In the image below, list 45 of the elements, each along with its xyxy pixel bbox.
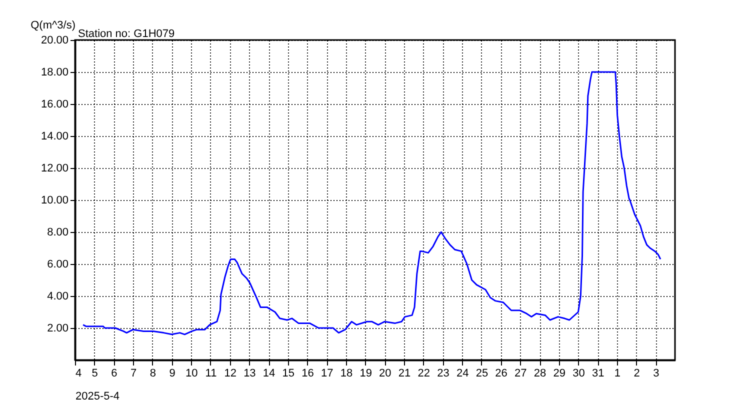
x-tick-label: 3	[653, 368, 660, 380]
y-tick-label: 6.00	[47, 258, 68, 270]
x-tick-label: 6	[111, 368, 118, 380]
x-tick-label: 17	[320, 368, 334, 380]
x-tick-label: 9	[169, 368, 176, 380]
x-tick-label: 21	[398, 368, 411, 380]
x-tick-label: 8	[150, 368, 156, 380]
x-tick-label: 28	[534, 368, 546, 380]
x-tick-label: 16	[302, 368, 314, 380]
x-tick-label: 25	[476, 368, 488, 380]
line-series	[82, 71, 662, 336]
x-axis-title: 2025-5-4	[76, 390, 120, 400]
y-tick-label: 14.00	[40, 130, 68, 142]
y-tick-label: 4.00	[47, 290, 68, 302]
y-tick-label: 16.00	[40, 98, 68, 110]
x-tick-label: 11	[205, 368, 217, 380]
x-tick-label: 14	[262, 368, 276, 380]
y-tick-label: 10.00	[40, 194, 68, 206]
x-tick-label: 12	[224, 368, 236, 380]
y-tick-label: 8.00	[47, 226, 68, 238]
x-tick-label: 22	[418, 368, 430, 380]
y-tick-label: 2.00	[47, 322, 68, 334]
x-tick-label: 31	[592, 368, 604, 380]
x-tick-label: 2	[634, 368, 640, 380]
x-tick-label: 30	[572, 368, 585, 380]
y-tick-label: 12.00	[40, 162, 68, 174]
chart-title: Station no: G1H079	[78, 28, 175, 40]
x-tick-label: 27	[514, 368, 527, 380]
x-tick-label: 18	[340, 368, 353, 380]
y-tick-label: 20.00	[40, 34, 68, 46]
x-tick-label: 24	[456, 368, 469, 380]
y-tick-label: 18.00	[40, 66, 68, 78]
x-tick-label: 20	[379, 368, 392, 380]
x-tick-label: 15	[282, 368, 295, 380]
x-tick-label: 4	[76, 368, 82, 380]
x-tick-label: 1	[614, 368, 620, 380]
x-tick-label: 5	[92, 368, 98, 380]
x-tick-label: 7	[130, 368, 137, 380]
x-tick-label: 26	[495, 368, 508, 380]
x-tick-label: 19	[360, 368, 372, 380]
x-tick-label: 23	[437, 368, 450, 380]
x-tick-label: 29	[553, 368, 566, 380]
y-axis-title: Q(m^3/s)	[30, 20, 76, 32]
x-tick-label: 10	[186, 368, 198, 380]
x-tick-label: 13	[244, 368, 256, 380]
